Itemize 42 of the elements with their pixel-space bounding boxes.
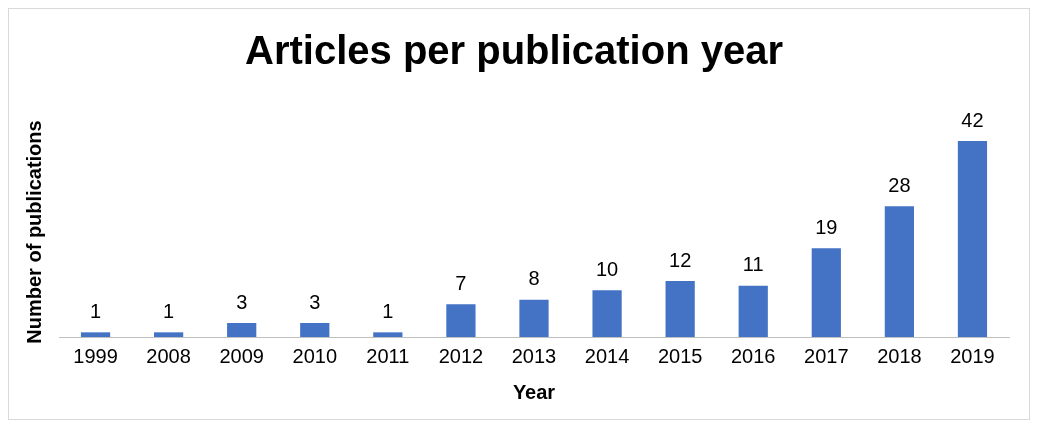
- x-tick-label: 2008: [146, 344, 191, 367]
- x-tick-label: 2013: [511, 344, 557, 367]
- bar: [300, 323, 330, 337]
- bar: [884, 206, 914, 337]
- data-label: 12: [669, 248, 692, 271]
- data-label: 1: [382, 299, 394, 322]
- bar: [154, 332, 184, 337]
- x-axis-title: Year: [512, 380, 556, 403]
- data-label: 3: [309, 290, 321, 313]
- data-label: 1: [89, 299, 102, 322]
- x-tick-label: 2017: [804, 344, 849, 367]
- bar: [592, 290, 622, 337]
- bar: [519, 299, 549, 337]
- data-label: 3: [236, 290, 248, 313]
- x-tick-label: 1999: [73, 344, 118, 367]
- bar: [80, 332, 111, 337]
- bar: [665, 281, 695, 337]
- x-tick-label: 2011: [366, 344, 410, 367]
- x-tick-label: 2012: [438, 344, 484, 367]
- x-tick-label: 2015: [657, 344, 703, 367]
- data-label: 11: [742, 253, 764, 276]
- bar: [738, 285, 768, 337]
- bar: [373, 332, 403, 337]
- x-tick-label: 2016: [730, 344, 776, 367]
- x-tick-label: 2009: [219, 344, 264, 367]
- x-tick-label: 2019: [950, 344, 995, 367]
- y-axis-title: Number of publications: [22, 120, 45, 344]
- data-label: 10: [595, 257, 619, 280]
- bar: [811, 248, 841, 337]
- data-label: 1: [163, 299, 175, 322]
- bar: [227, 323, 257, 337]
- data-label: 7: [455, 271, 467, 294]
- data-label: 42: [961, 108, 984, 131]
- data-label: 8: [528, 267, 540, 290]
- data-label: 19: [815, 215, 838, 238]
- bar: [446, 304, 476, 337]
- data-label: 28: [888, 173, 911, 196]
- chart-title: Articles per publication year: [245, 28, 783, 73]
- x-tick-label: 2010: [292, 344, 338, 367]
- bar: [957, 141, 988, 337]
- x-tick-label: 2014: [584, 344, 630, 367]
- x-tick-label: 2018: [877, 344, 922, 367]
